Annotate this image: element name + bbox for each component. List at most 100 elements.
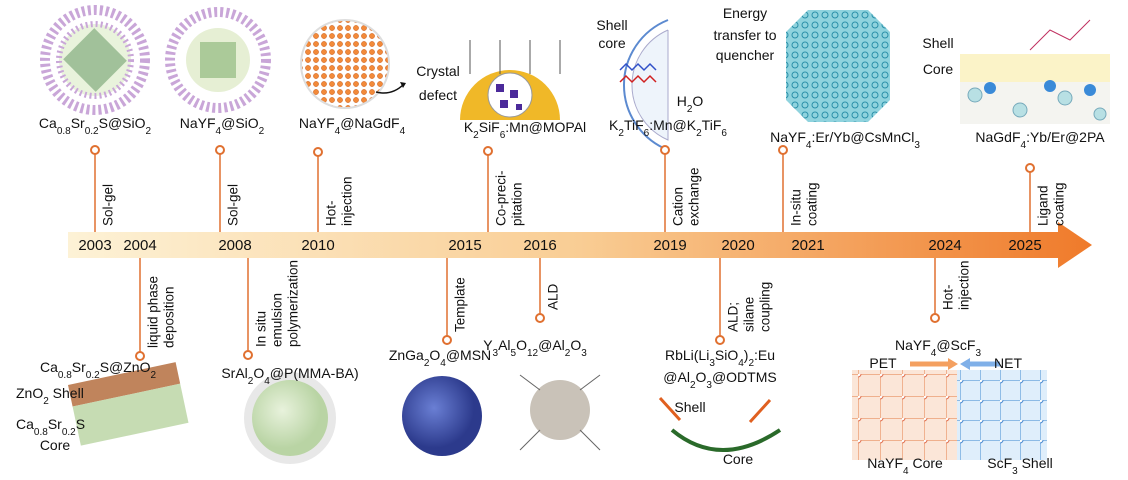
subscript: 2 xyxy=(696,128,702,139)
formula-part: O xyxy=(516,337,527,353)
annotation: Core xyxy=(923,61,954,77)
annotation: Crystal xyxy=(416,63,460,79)
subscript: 0.8 xyxy=(34,427,48,438)
formula: Ca0.8Sr0.2S@ZnO2 xyxy=(40,359,157,381)
timeline-arrow xyxy=(68,222,1092,268)
annotation: core xyxy=(598,35,625,51)
formula: RbLi(Li3SiO4)2:Eu xyxy=(665,347,775,369)
formula: SrAl2O4@P(MMA-BA) xyxy=(221,365,358,387)
node xyxy=(313,147,323,157)
subscript: 12 xyxy=(527,348,539,359)
formula-part: TiF xyxy=(624,117,644,133)
formula-part: @P(MMA-BA) xyxy=(270,365,359,381)
method-label: exchange xyxy=(687,167,702,226)
year-label: 2003 xyxy=(78,237,111,254)
method-label: Template xyxy=(453,277,468,332)
subscript: 2 xyxy=(748,358,754,369)
annotation: Energy xyxy=(723,5,767,21)
subscript: 4 xyxy=(806,140,812,151)
formula-part: @NaGdF xyxy=(340,115,399,131)
subscript: 4 xyxy=(400,126,406,137)
node xyxy=(243,350,253,360)
subscript: 5 xyxy=(511,348,517,359)
year-label: 2020 xyxy=(721,237,754,254)
annotation: Shell xyxy=(922,35,953,51)
formula-part: SiF xyxy=(479,119,500,135)
formula: ZnGa2O4@MSN xyxy=(389,347,491,369)
method-label: emulsion xyxy=(270,293,285,347)
node xyxy=(442,335,452,345)
subscript: 0.8 xyxy=(58,370,72,381)
subscript: 4 xyxy=(1021,140,1027,151)
method-label: Sol-gel xyxy=(226,184,241,226)
formula-part: K xyxy=(609,117,619,133)
formula-part: @MSN xyxy=(446,347,491,363)
formula: ZnO2 Shell xyxy=(16,385,84,407)
subscript: 3 xyxy=(914,140,920,151)
formula-part: O xyxy=(692,93,703,109)
node xyxy=(135,351,145,361)
formula-part: NaYF xyxy=(299,115,335,131)
illustrations xyxy=(40,5,1110,464)
year-label: 2025 xyxy=(1008,237,1041,254)
formula: NaYF4:Er/Yb@CsMnCl3 xyxy=(770,129,920,151)
formula-part: Al xyxy=(498,337,510,353)
formula-part: @SiO xyxy=(221,115,259,131)
year-label: 2015 xyxy=(448,237,481,254)
annotation: NET xyxy=(994,355,1022,371)
formula-part: SrAl xyxy=(221,365,247,381)
subscript: 3 xyxy=(975,348,981,359)
formula-part: @ScF xyxy=(936,337,975,353)
method-label: polymerization xyxy=(286,260,301,347)
year-label: 2010 xyxy=(301,237,334,254)
method-label: In situ xyxy=(254,311,269,347)
subscript: 2 xyxy=(146,126,152,137)
node xyxy=(660,145,670,155)
subscript: 2 xyxy=(565,348,571,359)
formula: NaYF4@ScF3 xyxy=(895,337,981,359)
subscript: 0.8 xyxy=(57,126,71,137)
formula-part: S@ZnO xyxy=(100,359,151,375)
formula-part: SiO xyxy=(715,347,738,363)
subscript: 6 xyxy=(721,128,727,139)
subscript: 3 xyxy=(1012,466,1018,477)
formula-part: NaYF xyxy=(770,129,806,145)
annotation: Core xyxy=(723,451,754,467)
node xyxy=(215,145,225,155)
formula: NaYF4@NaGdF4 xyxy=(299,115,406,137)
subscript: 4 xyxy=(738,358,744,369)
subscript: 2 xyxy=(690,380,696,391)
formula: NaGdF4:Yb/Er@2PA xyxy=(975,129,1105,151)
formula-part: TiF xyxy=(702,117,722,133)
annotation: PET xyxy=(869,355,897,371)
subscript: 2 xyxy=(248,376,254,387)
method-label: Hot- xyxy=(324,200,339,226)
formula-part: S@SiO xyxy=(99,115,146,131)
formula-part: ZnGa xyxy=(389,347,424,363)
formula-part: ) xyxy=(744,347,749,363)
annotation: Shell xyxy=(674,399,705,415)
node xyxy=(535,313,545,323)
formula-part: Shell xyxy=(49,385,84,401)
subscript: 2 xyxy=(424,358,430,369)
annotation: Shell xyxy=(596,17,627,33)
formula-part: RbLi(Li xyxy=(665,347,709,363)
formula-part: @Al xyxy=(663,369,690,385)
formula: NaYF4 Core xyxy=(867,455,943,477)
formula-part: O xyxy=(253,365,264,381)
annotation: transfer to xyxy=(713,27,776,43)
method-label: coating xyxy=(805,182,820,226)
subscript: 2 xyxy=(618,128,624,139)
method-label: deposition xyxy=(162,286,177,348)
formula-part: :Yb/Er@2PA xyxy=(1026,129,1105,145)
method-label: Co-preci- xyxy=(494,170,509,226)
subscript: 2 xyxy=(150,370,156,381)
year-label: 2008 xyxy=(218,237,251,254)
method-label: coating xyxy=(1052,182,1067,226)
formula-part: NaYF xyxy=(180,115,216,131)
method-label: injection xyxy=(957,260,972,310)
formula-part: Ca xyxy=(16,416,34,432)
formula-part: Shell xyxy=(1018,455,1053,471)
year-label: 2016 xyxy=(523,237,556,254)
